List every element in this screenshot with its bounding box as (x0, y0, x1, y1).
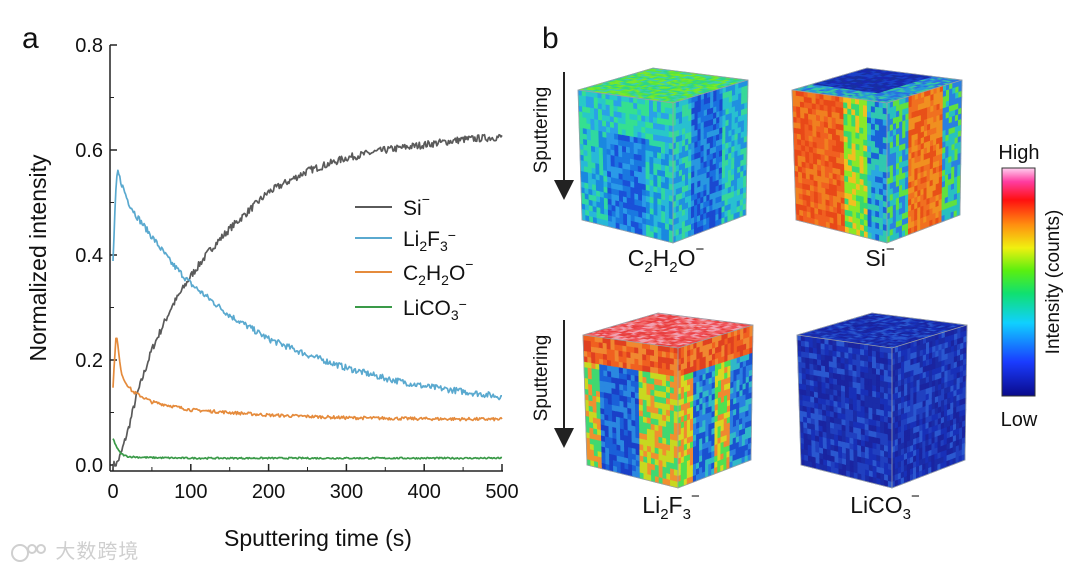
cube-face-left (577, 89, 674, 244)
series-line-1 (112, 169, 502, 401)
cube-li2f3: Li2F3− (582, 312, 754, 523)
legend-entry: Li2F3− (403, 227, 456, 254)
cube-face-left (791, 89, 888, 244)
panel-a-label: a (22, 22, 39, 55)
cube-edge (791, 67, 963, 244)
y-tick-label: 0.0 (75, 455, 103, 477)
cube-lico3: LiCO3− (796, 312, 968, 523)
cube-edge (577, 67, 749, 244)
y-tick-label: 0.6 (75, 140, 103, 162)
cube-face-right (886, 79, 963, 244)
colorbar-low-label: Low (1001, 409, 1038, 431)
cube-label-li2f3: Li2F3− (642, 488, 700, 523)
x-tick-label: 400 (408, 481, 441, 503)
legend-entry: Si− (403, 191, 430, 220)
cube-face-top (582, 312, 754, 349)
sputtering-arrow-bottom: Sputtering (531, 320, 574, 448)
cube-label-lico3: LiCO3− (850, 488, 920, 523)
x-tick-label: 0 (107, 481, 118, 503)
cube-edge (796, 312, 968, 489)
legend-entry: C2H2O− (403, 256, 473, 288)
cube-face-left (582, 334, 679, 489)
chart-legend: Si− Li2F3−C2H2O− LiCO3− (355, 191, 473, 323)
cube-c2h2o: C2H2O− (577, 67, 749, 276)
sputtering-label-top: Sputtering (531, 87, 552, 174)
cube-face-right (891, 324, 968, 489)
cube-face-left (796, 334, 893, 489)
x-tick-label: 500 (485, 481, 518, 503)
cube-label-c2h2o: C2H2O− (628, 241, 705, 276)
x-tick-label: 100 (174, 481, 207, 503)
x-axis-label: Sputtering time (s) (224, 525, 412, 551)
panel-b-label: b (542, 22, 559, 55)
chart-series (112, 133, 503, 469)
cube-si: Si− (791, 67, 963, 271)
watermark-logo-icon (11, 543, 46, 562)
series-line-3 (112, 438, 503, 460)
watermark: 大数跨境 (10, 535, 139, 565)
x-tick-label: 300 (330, 481, 363, 503)
cube-grid: C2H2O− Si− Li2F3− LiCO3− (577, 67, 968, 523)
legend-entry: LiCO3− (403, 296, 467, 323)
cube-edge (582, 312, 754, 489)
colorbar-gradient (1001, 167, 1036, 397)
sputtering-label-bottom: Sputtering (531, 335, 552, 422)
colorbar-title: Intensity (counts) (1043, 210, 1064, 355)
colorbar: High Low Intensity (counts) (998, 142, 1064, 431)
y-tick-label: 0.2 (75, 350, 103, 372)
series-line-2 (112, 337, 503, 422)
y-axis-label: Normalized intensity (25, 154, 51, 362)
cube-face-right (677, 324, 754, 489)
cube-face-top (791, 67, 963, 104)
sputtering-arrow-top: Sputtering (531, 72, 574, 200)
watermark-text: 大数跨境 (55, 539, 140, 563)
cube-label-si: Si− (865, 241, 894, 271)
y-tick-label: 0.4 (75, 245, 103, 267)
y-tick-label: 0.8 (75, 35, 103, 57)
series-line-0 (112, 133, 503, 469)
colorbar-high-label: High (998, 142, 1039, 164)
x-tick-label: 200 (252, 481, 285, 503)
cube-face-top (577, 67, 749, 104)
chart-axes: 0.0 0.2 0.4 0.6 0.8 0 100 200 300 400 500 (75, 35, 519, 503)
